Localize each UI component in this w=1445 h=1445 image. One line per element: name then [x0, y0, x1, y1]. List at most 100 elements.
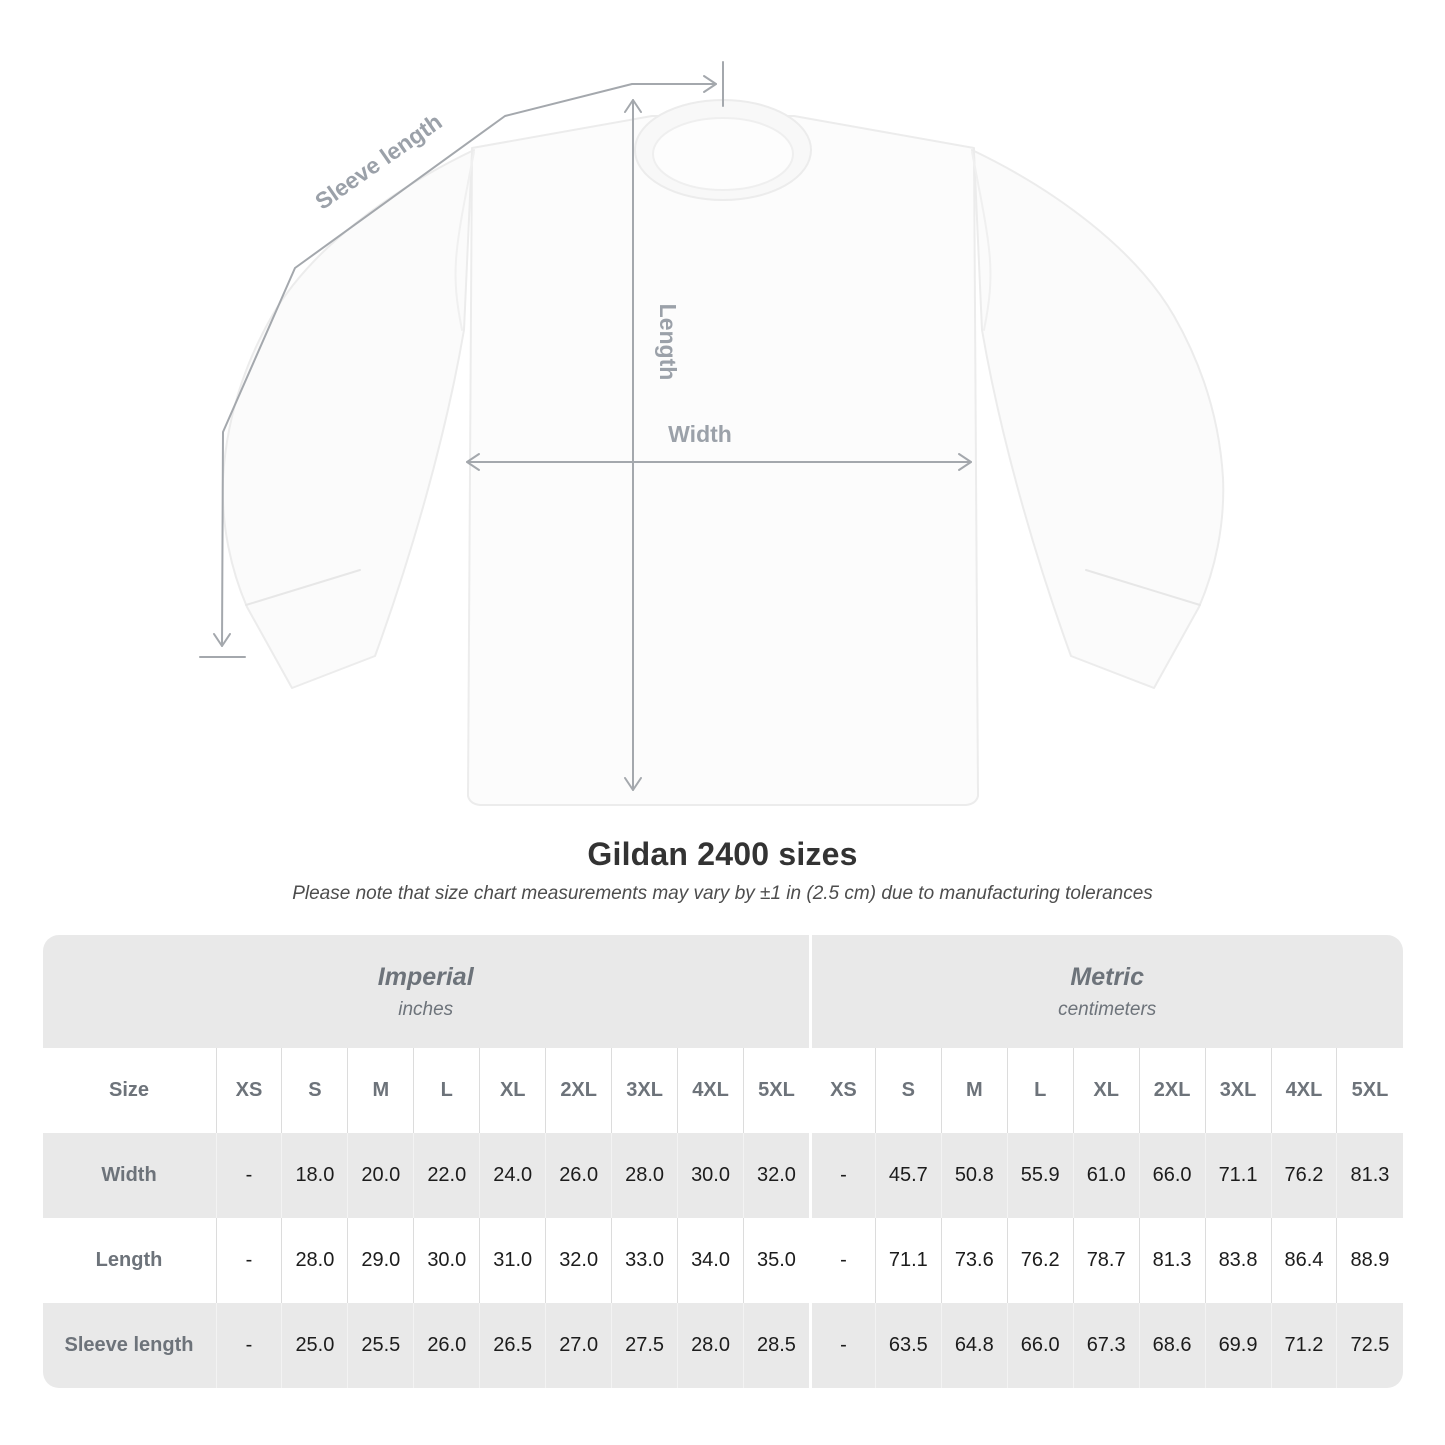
- value-cell: 73.6: [940, 1218, 1007, 1303]
- size-header-cell: M: [940, 1048, 1007, 1133]
- right-shoulder-seam: [971, 151, 992, 331]
- shirt-measurement-diagram: Sleeve length Length Width: [199, 61, 1225, 806]
- value-cell: 26.5: [479, 1303, 546, 1388]
- imperial-group-header: Imperial inches: [42, 935, 809, 1048]
- value-cell: 76.2: [1006, 1218, 1073, 1303]
- length-row: Length - 28.0 29.0 30.0 31.0 32.0 33.0 3…: [42, 1218, 1403, 1303]
- value-cell: 27.0: [545, 1303, 612, 1388]
- value-cell: 69.9: [1204, 1303, 1271, 1388]
- width-label: Width: [668, 421, 732, 447]
- right-cuff-seam: [1085, 569, 1201, 606]
- value-cell: 31.0: [479, 1218, 546, 1303]
- value-cell: 63.5: [874, 1303, 941, 1388]
- value-cell: 76.2: [1270, 1133, 1337, 1218]
- value-cell: 25.0: [281, 1303, 348, 1388]
- value-cell: 67.3: [1072, 1303, 1139, 1388]
- value-cell: 86.4: [1270, 1218, 1337, 1303]
- size-header-cell: XS: [808, 1048, 875, 1133]
- width-arrow-right: [958, 453, 972, 471]
- left-shoulder-seam: [454, 151, 475, 331]
- tolerance-note: Please note that size chart measurements…: [292, 883, 1153, 904]
- size-header-cell: XS: [215, 1048, 282, 1133]
- value-cell: 26.0: [413, 1303, 480, 1388]
- size-header-cell: 2XL: [1138, 1048, 1205, 1133]
- size-header-cell: XL: [1072, 1048, 1139, 1133]
- sleeve-length-row: Sleeve length - 25.0 25.5 26.0 26.5 27.0…: [42, 1303, 1403, 1388]
- metric-unit: centimeters: [1058, 998, 1157, 1020]
- value-cell: 33.0: [611, 1218, 678, 1303]
- value-cell: 55.9: [1006, 1133, 1073, 1218]
- length-arrow-up: [624, 99, 642, 113]
- value-cell: 72.5: [1336, 1303, 1403, 1388]
- shirt-left-sleeve: [221, 149, 475, 689]
- value-cell: 22.0: [413, 1133, 480, 1218]
- size-header-cell: 4XL: [677, 1048, 743, 1133]
- value-cell: 25.5: [347, 1303, 414, 1388]
- value-cell: 45.7: [874, 1133, 941, 1218]
- size-header-cell: 5XL: [743, 1048, 809, 1133]
- value-cell: 28.0: [281, 1218, 348, 1303]
- value-cell: 28.0: [677, 1303, 743, 1388]
- width-arrow-left: [466, 453, 480, 471]
- value-cell: 71.1: [874, 1218, 941, 1303]
- size-header-cell: 4XL: [1270, 1048, 1337, 1133]
- value-cell: 27.5: [611, 1303, 678, 1388]
- metric-title: Metric: [1070, 962, 1145, 991]
- value-cell: 64.8: [940, 1303, 1007, 1388]
- sleeve-length-arrow-right: [703, 75, 717, 93]
- row-label: Length: [42, 1218, 216, 1303]
- value-cell: 28.5: [743, 1303, 809, 1388]
- value-cell: 68.6: [1138, 1303, 1205, 1388]
- value-cell: 61.0: [1072, 1133, 1139, 1218]
- value-cell: 78.7: [1072, 1218, 1139, 1303]
- value-cell: 71.1: [1204, 1133, 1271, 1218]
- value-cell: 34.0: [677, 1218, 743, 1303]
- shirt-illustration: Sleeve length Length Width: [199, 61, 1225, 806]
- value-cell: 83.8: [1204, 1218, 1271, 1303]
- value-cell: 50.8: [940, 1133, 1007, 1218]
- imperial-unit: inches: [398, 998, 454, 1020]
- value-cell: 28.0: [611, 1133, 678, 1218]
- value-cell: 66.0: [1138, 1133, 1205, 1218]
- value-cell: 32.0: [545, 1218, 612, 1303]
- value-cell: 29.0: [347, 1218, 414, 1303]
- size-header-row: Size XS S M L XL 2XL 3XL 4XL 5XL XS S M …: [42, 1048, 1403, 1133]
- shirt-right-sleeve: [971, 149, 1225, 689]
- length-label: Length: [655, 304, 681, 381]
- value-cell: 66.0: [1006, 1303, 1073, 1388]
- size-header-cell: 3XL: [1204, 1048, 1271, 1133]
- size-header-cell: L: [413, 1048, 480, 1133]
- size-header-cell: S: [874, 1048, 941, 1133]
- collar-inner: [652, 117, 794, 191]
- value-cell: 81.3: [1336, 1133, 1403, 1218]
- value-cell: 88.9: [1336, 1218, 1403, 1303]
- size-header-cell: L: [1006, 1048, 1073, 1133]
- value-cell: 18.0: [281, 1133, 348, 1218]
- value-cell: -: [215, 1133, 282, 1218]
- imperial-title: Imperial: [377, 962, 474, 991]
- sleeve-length-line: [221, 83, 717, 647]
- size-header-cell: 3XL: [611, 1048, 678, 1133]
- value-cell: 30.0: [677, 1133, 743, 1218]
- value-cell: -: [215, 1218, 282, 1303]
- metric-group-header: Metric centimeters: [808, 935, 1403, 1048]
- value-cell: -: [215, 1303, 282, 1388]
- row-label: Width: [42, 1133, 216, 1218]
- page-title: Gildan 2400 sizes: [587, 836, 858, 872]
- length-arrow-down: [624, 777, 642, 791]
- value-cell: 81.3: [1138, 1218, 1205, 1303]
- left-cuff-seam: [245, 569, 361, 606]
- width-row: Width - 18.0 20.0 22.0 24.0 26.0 28.0 30…: [42, 1133, 1403, 1218]
- value-cell: -: [808, 1303, 875, 1388]
- value-cell: 71.2: [1270, 1303, 1337, 1388]
- row-label: Sleeve length: [42, 1303, 216, 1388]
- value-cell: -: [808, 1218, 875, 1303]
- size-header-cell: 2XL: [545, 1048, 612, 1133]
- value-cell: -: [808, 1133, 875, 1218]
- shirt-body: [467, 115, 979, 806]
- size-header-cell: 5XL: [1336, 1048, 1403, 1133]
- size-chart-table: Imperial inches Metric centimeters Size …: [42, 935, 1403, 1388]
- value-cell: 24.0: [479, 1133, 546, 1218]
- value-cell: 30.0: [413, 1218, 480, 1303]
- sleeve-length-arrow-down: [213, 633, 231, 647]
